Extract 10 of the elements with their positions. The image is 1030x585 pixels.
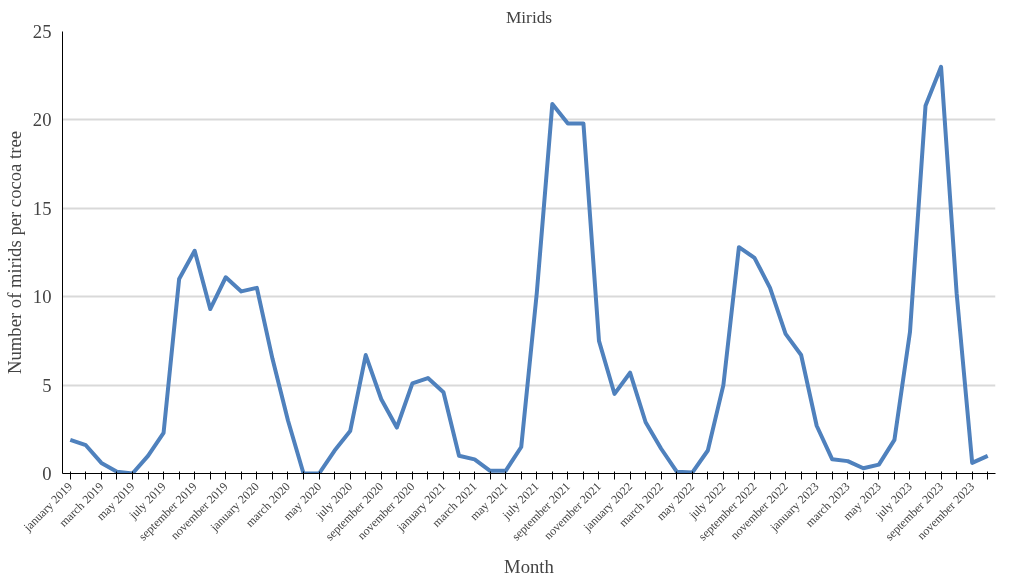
y-tick-label: 10	[32, 286, 52, 308]
chart-title: Mirids	[505, 7, 553, 27]
y-tick-label: 15	[32, 197, 52, 219]
y-tick-label: 0	[42, 463, 52, 484]
y-tick-label: 25	[32, 21, 52, 42]
line-series	[68, 64, 990, 474]
y-axis-title: Number of mirids per cocoa tree	[3, 131, 25, 374]
y-tick-label: 5	[42, 374, 52, 396]
x-axis-title: Month	[504, 556, 555, 578]
y-tick-label: 20	[32, 109, 52, 131]
